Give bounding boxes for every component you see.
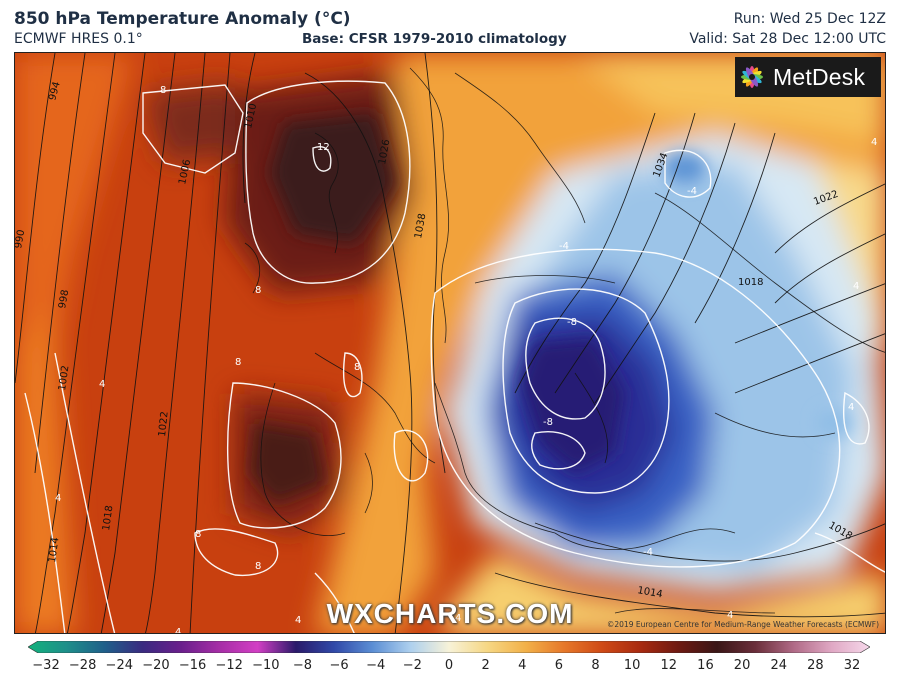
anomaly-label: 4 bbox=[99, 379, 105, 390]
color-scale-tick: 32 bbox=[843, 658, 861, 673]
color-scale-tick: 28 bbox=[807, 658, 824, 673]
copyright-notice: ©2019 European Centre for Medium-Range W… bbox=[606, 620, 879, 629]
isobar-label: 1014 bbox=[636, 585, 663, 600]
model-name: ECMWF HRES 0.1° bbox=[14, 31, 143, 47]
color-scale-tick: 0 bbox=[444, 658, 454, 673]
anomaly-label: 4 bbox=[871, 137, 877, 148]
anomaly-label: 8 bbox=[235, 357, 241, 368]
watermark: WXCHARTS.COM bbox=[326, 598, 574, 629]
color-scale-tick: −4 bbox=[366, 658, 386, 673]
color-scale-tick: 2 bbox=[481, 658, 490, 673]
color-scale-tick: −8 bbox=[292, 658, 313, 673]
color-scale-tick: −20 bbox=[142, 658, 170, 673]
anomaly-label: 8 bbox=[354, 362, 360, 373]
color-scale-tick: −12 bbox=[215, 658, 243, 673]
isobar-label: 994 bbox=[47, 80, 63, 101]
color-scale-tick: −6 bbox=[329, 658, 349, 673]
isobar-label: 1022 bbox=[157, 411, 171, 437]
anomaly-label: 4 bbox=[455, 613, 461, 624]
anomaly-label: 8 bbox=[195, 529, 201, 540]
color-scale-tick: −32 bbox=[32, 658, 60, 673]
metdesk-logo-icon bbox=[741, 66, 763, 88]
map-canvas: 994 990 998 1002 1006 1010 1014 1018 102… bbox=[15, 53, 885, 634]
isobar-label: 990 bbox=[15, 229, 27, 250]
anomaly-label: 4 bbox=[55, 493, 61, 504]
color-scale-tick: −16 bbox=[178, 658, 207, 673]
color-scale-tick: −10 bbox=[252, 658, 280, 673]
color-scale-tick: 16 bbox=[697, 658, 714, 673]
color-scale-tick: −24 bbox=[105, 658, 133, 673]
color-scale-tick: −2 bbox=[402, 658, 422, 673]
anomaly-label: -4 bbox=[687, 186, 697, 197]
anomaly-label: -8 bbox=[567, 317, 577, 328]
color-scale-tick: 10 bbox=[623, 658, 641, 673]
anomaly-label: 4 bbox=[848, 402, 854, 413]
isobar-label: 1038 bbox=[413, 213, 428, 240]
anomaly-label: 4 bbox=[175, 627, 181, 634]
anomaly-label: -4 bbox=[559, 241, 569, 252]
color-scale-tick: 24 bbox=[770, 658, 787, 673]
isobar-label: 1014 bbox=[47, 537, 61, 564]
climatology-base: Base: CFSR 1979-2010 climatology bbox=[302, 31, 567, 47]
anomaly-map: 994 990 998 1002 1006 1010 1014 1018 102… bbox=[14, 52, 886, 634]
valid-time: Valid: Sat 28 Dec 12:00 UTC bbox=[689, 31, 886, 47]
color-scale-tick: 8 bbox=[591, 658, 600, 673]
isobar-label: 1018 bbox=[101, 505, 115, 532]
anomaly-label: 4 bbox=[727, 610, 733, 621]
isobar-label: 1026 bbox=[377, 139, 392, 166]
isobar-label: 1010 bbox=[243, 102, 259, 129]
color-scale-tick: 4 bbox=[518, 658, 527, 673]
anomaly-label: 4 bbox=[853, 281, 859, 292]
isobar-label: 1006 bbox=[177, 158, 193, 185]
chart-title: 850 hPa Temperature Anomaly (°C) bbox=[14, 9, 351, 29]
anomaly-label: 8 bbox=[160, 85, 166, 96]
anomaly-label: 12 bbox=[317, 142, 330, 153]
anomaly-label: -8 bbox=[543, 417, 553, 428]
isobar-label: 998 bbox=[57, 289, 71, 310]
run-time: Run: Wed 25 Dec 12Z bbox=[733, 11, 886, 27]
anomaly-label: 4 bbox=[295, 615, 301, 626]
anomaly-label: 8 bbox=[255, 561, 261, 572]
color-scale-tick: 6 bbox=[554, 658, 564, 673]
color-scale-tick: 12 bbox=[660, 658, 678, 673]
isobar-label: 1002 bbox=[57, 365, 71, 392]
isobar-label: 1018 bbox=[738, 277, 763, 288]
color-scale-bar bbox=[28, 641, 870, 653]
color-scale-tick: 20 bbox=[733, 658, 751, 673]
color-scale-tick: −28 bbox=[68, 658, 97, 673]
metdesk-logo-text: MetDesk bbox=[773, 63, 866, 90]
chart-header: 850 hPa Temperature Anomaly (°C) ECMWF H… bbox=[0, 0, 900, 50]
anomaly-label: -4 bbox=[643, 547, 653, 558]
anomaly-label: 8 bbox=[255, 285, 261, 296]
color-scale-labels: −32 −28 −24 −20 −16 −12 −10 −8 −6 −4 −2 0 2 4 6 8 10 12 16… bbox=[28, 658, 870, 680]
metdesk-logo: MetDesk bbox=[735, 57, 881, 97]
